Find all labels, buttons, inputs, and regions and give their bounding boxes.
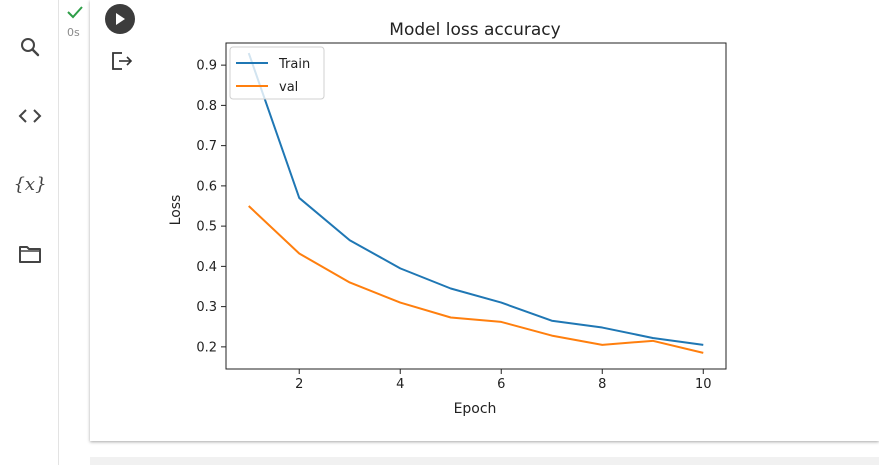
- chart-container: Model loss accuracy 2 4 6 8 10 0.2 0.3 0.4 0.5 0.…: [150, 8, 750, 428]
- series-lines: [247, 52, 704, 354]
- legend: Train val: [229, 46, 325, 100]
- search-button[interactable]: [10, 27, 50, 67]
- y-tick-label: 0.6: [196, 179, 217, 194]
- x-tick-label: 10: [695, 377, 712, 392]
- y-tick-label: 0.7: [196, 139, 217, 154]
- series-line-val: [248, 205, 704, 354]
- code-icon: [18, 109, 42, 123]
- x-tick-label: 4: [396, 377, 404, 392]
- x-tick-label: 2: [295, 377, 303, 392]
- output-exit-icon[interactable]: [110, 50, 134, 72]
- x-tick-label: 8: [598, 377, 606, 392]
- y-tick-label: 0.8: [196, 99, 217, 114]
- run-cell-button[interactable]: [105, 4, 135, 34]
- code-cell: [90, 0, 879, 441]
- folder-icon: [19, 246, 41, 263]
- left-sidebar: {x}: [0, 0, 59, 465]
- x-tick-label: 6: [497, 377, 505, 392]
- series-line-train: [247, 52, 704, 346]
- plot-frame: [225, 42, 727, 370]
- y-axis-label: Loss: [168, 195, 184, 226]
- chart-title: Model loss accuracy: [389, 20, 560, 40]
- execution-time: 0s: [67, 26, 80, 39]
- axes: 2 4 6 8 10 0.2 0.3 0.4 0.5 0.6 0.7 0.8 0.9: [196, 42, 727, 392]
- next-cell-area: [90, 457, 879, 465]
- code-snippets-button[interactable]: [10, 96, 50, 136]
- y-tick-label: 0.4: [196, 260, 217, 275]
- y-tick-label: 0.2: [196, 340, 217, 355]
- check-icon: [67, 6, 83, 19]
- y-tick-label: 0.3: [196, 300, 217, 315]
- legend-label-train: Train: [278, 57, 310, 72]
- cell-gutter: [60, 0, 90, 465]
- variables-button[interactable]: {x}: [10, 164, 50, 204]
- legend-label-val: val: [279, 80, 298, 95]
- variables-icon: {x}: [13, 173, 47, 195]
- files-button[interactable]: [10, 234, 50, 274]
- x-axis-label: Epoch: [454, 401, 497, 417]
- play-icon: [116, 13, 125, 25]
- y-tick-label: 0.5: [196, 220, 217, 235]
- y-tick-label: 0.9: [196, 59, 217, 74]
- legend-box: [229, 46, 325, 100]
- search-icon: [21, 38, 40, 57]
- loss-chart: Model loss accuracy 2 4 6 8 10 0.2 0.3 0.4 0.5 0.…: [168, 20, 727, 417]
